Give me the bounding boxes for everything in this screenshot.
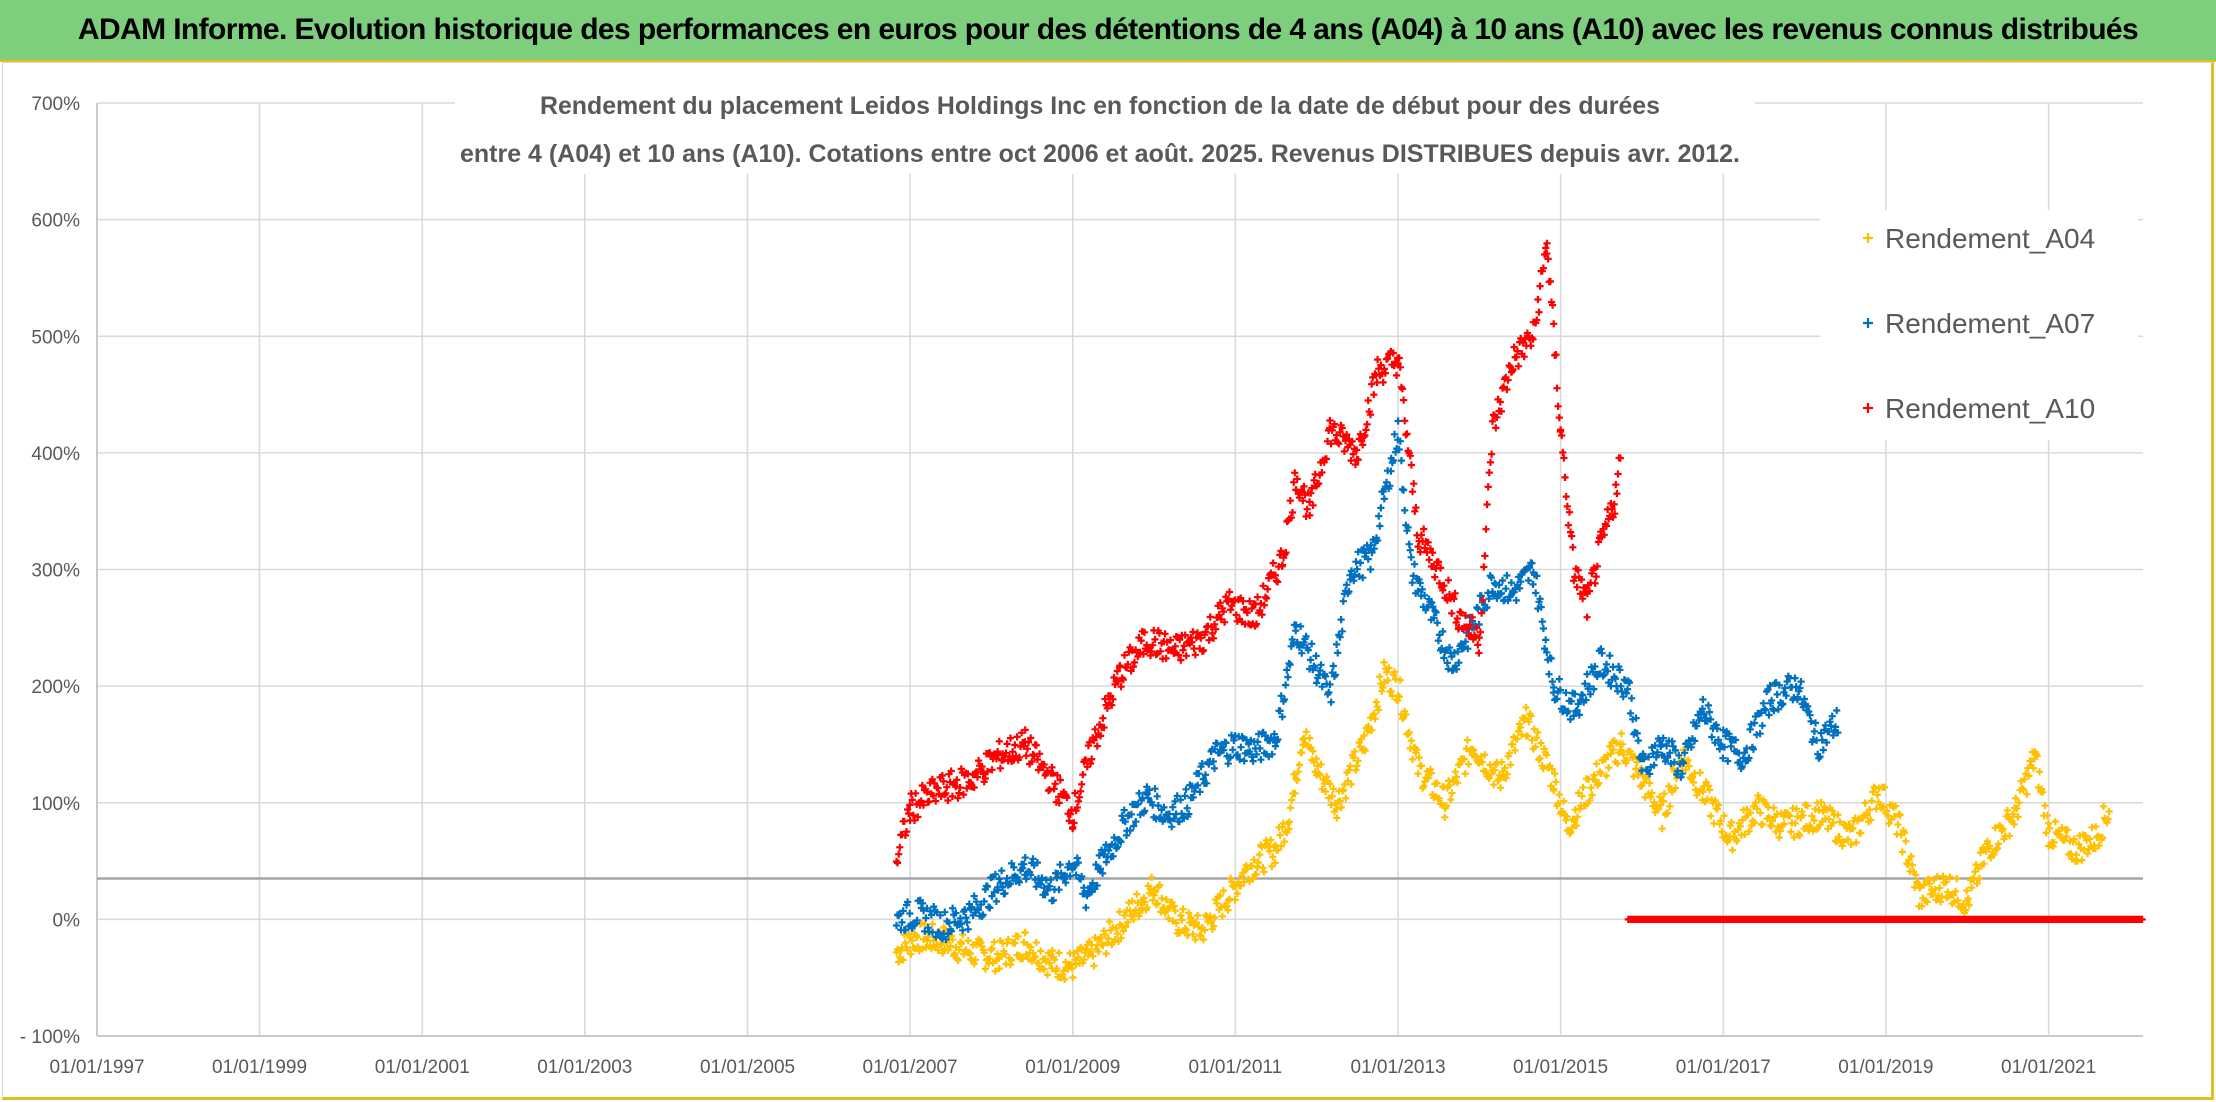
- series-marks: [892, 239, 2146, 923]
- report-banner: ADAM Informe. Evolution historique des p…: [0, 0, 2216, 62]
- data-points: [892, 239, 2146, 983]
- x-tick-label: 01/01/2017: [1676, 1057, 1771, 1078]
- y-tick-label: 600%: [31, 211, 80, 232]
- chart-frame: [2, 62, 2214, 1100]
- legend-marker: [1863, 403, 1873, 413]
- y-tick-label: 200%: [31, 677, 80, 698]
- y-axis-tick-labels: - 100% 0% 100% 200% 300% 400% 500% 600% 700%: [20, 94, 80, 1048]
- x-tick-label: 01/01/2007: [863, 1057, 958, 1078]
- x-tick-label: 01/01/2005: [700, 1057, 795, 1078]
- x-tick-label: 01/01/2015: [1513, 1057, 1608, 1078]
- y-tick-label: 300%: [31, 561, 80, 582]
- legend-label: Rendement_A04: [1885, 223, 2095, 254]
- y-tick-label: 500%: [31, 327, 80, 348]
- chart-legend: Rendement_A04 Rendement_A07 Rendement_A10: [1820, 210, 2138, 440]
- x-tick-label: 01/01/2019: [1838, 1057, 1933, 1078]
- axes: - 100% 0% 100% 200% 300% 400% 500% 600% 700% 01/…: [20, 94, 2096, 1078]
- x-tick-label: 01/01/2001: [375, 1057, 470, 1078]
- legend-item: Rendement_A07: [1863, 308, 2095, 339]
- legend-marker: [1863, 318, 1873, 328]
- legend-item: Rendement_A04: [1863, 223, 2095, 254]
- x-tick-label: 01/01/2009: [1025, 1057, 1120, 1078]
- y-tick-label: 0%: [53, 910, 81, 931]
- y-tick-label: 400%: [31, 444, 80, 465]
- legend-item: Rendement_A10: [1863, 393, 2095, 424]
- legend-background: [1820, 210, 2138, 440]
- chart-title-background: [455, 80, 1755, 174]
- chart-title-line-2: entre 4 (A04) et 10 ans (A10). Cotations…: [460, 140, 1740, 168]
- y-tick-label: 700%: [31, 94, 80, 115]
- x-tick-label: 01/01/2003: [537, 1057, 632, 1078]
- x-tick-label: 01/01/2021: [2001, 1057, 2096, 1078]
- series-marks: [892, 417, 1842, 943]
- series-rendement-a07-points: [892, 417, 1842, 943]
- x-tick-label: 01/01/2011: [1188, 1057, 1282, 1078]
- legend-marker: [1863, 233, 1873, 243]
- x-axis-tick-labels: 01/01/1997 01/01/1999 01/01/2001 01/01/2003…: [49, 1057, 2096, 1078]
- x-tick-label: 01/01/1997: [49, 1057, 144, 1078]
- x-tick-label: 01/01/1999: [212, 1057, 307, 1078]
- series-rendement-a04-points: [892, 658, 2113, 983]
- chart-title-line-1: Rendement du placement Leidos Holdings I…: [540, 92, 1660, 120]
- series-rendement-a10-points: [892, 239, 2146, 923]
- y-tick-label: 100%: [31, 794, 80, 815]
- legend-label: Rendement_A10: [1885, 393, 2095, 424]
- x-tick-label: 01/01/2013: [1351, 1057, 1446, 1078]
- series-marks: [892, 658, 2113, 983]
- legend-label: Rendement_A07: [1885, 308, 2095, 339]
- report-title: ADAM Informe. Evolution historique des p…: [77, 13, 2139, 46]
- y-tick-label: - 100%: [20, 1027, 80, 1048]
